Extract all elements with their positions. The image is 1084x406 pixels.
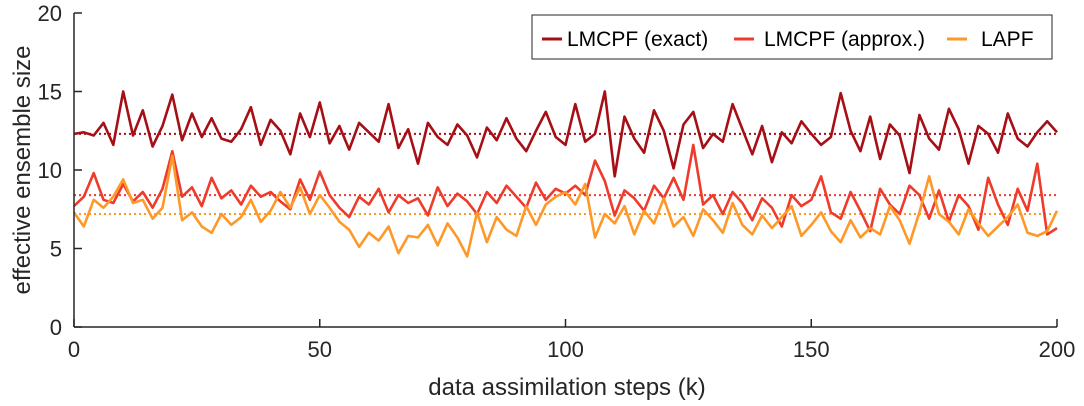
y-tick-label: 0 <box>50 315 62 340</box>
y-tick-label: 15 <box>38 80 62 105</box>
series-lines <box>72 90 1059 258</box>
x-axis-label: data assimilation steps (k) <box>428 374 705 401</box>
legend-label-0: LMCPF (exact) <box>567 28 708 51</box>
x-tick-label: 0 <box>68 337 80 362</box>
y-axis-label: effective ensemble size <box>9 45 36 294</box>
mean-lines <box>74 132 1057 215</box>
y-tick-label: 20 <box>38 1 62 26</box>
legend-label-1: LMCPF (approx.) <box>764 28 925 51</box>
x-tick-label: 50 <box>308 337 332 362</box>
legend: LMCPF (exact) LMCPF (approx.) LAPF <box>531 14 1053 60</box>
ticks: 0 50 100 150 200 0 5 10 15 20 <box>38 1 1076 362</box>
y-tick-label: 5 <box>50 237 62 262</box>
series-line-2 <box>72 154 1059 258</box>
legend-box <box>531 14 1053 60</box>
x-tick-label: 200 <box>1039 337 1076 362</box>
series-line-0 <box>73 90 1058 178</box>
x-tick-label: 100 <box>547 337 584 362</box>
y-tick-label: 10 <box>38 158 62 183</box>
legend-label-2: LAPF <box>981 28 1034 51</box>
x-tick-label: 150 <box>793 337 830 362</box>
